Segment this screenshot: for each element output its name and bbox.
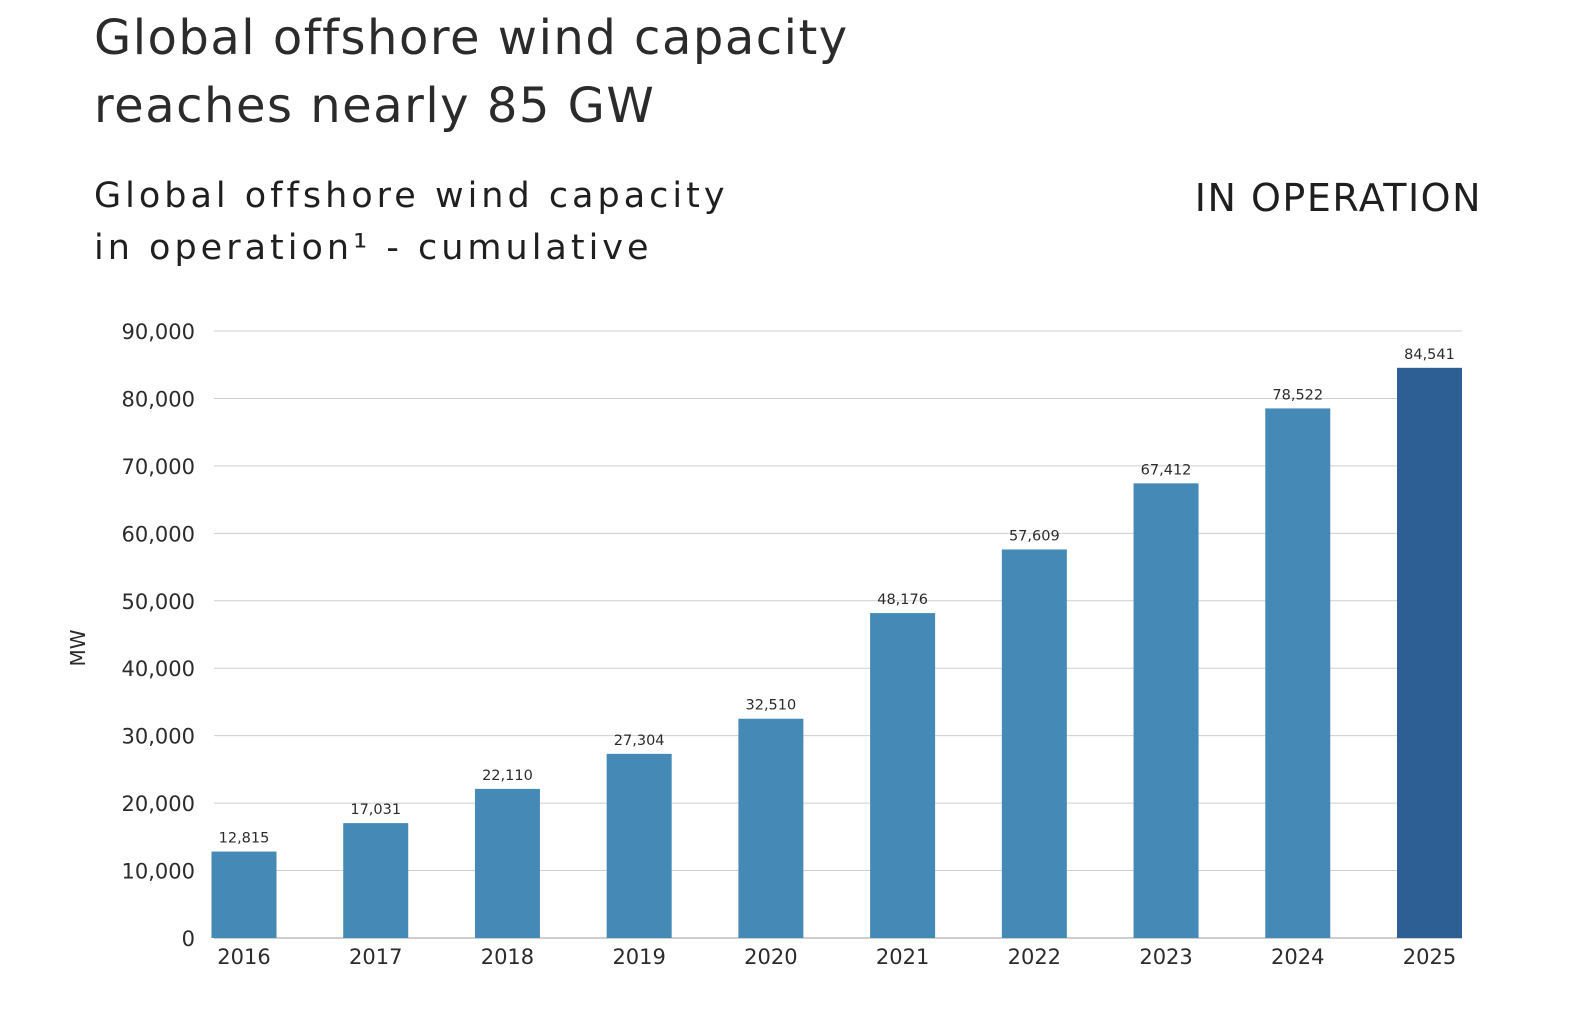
headline-line-2: reaches nearly 85 GW — [94, 78, 656, 134]
x-tick-label-2017: 2017 — [349, 945, 402, 969]
bar-2019 — [606, 753, 672, 938]
x-tick-label-2016: 2016 — [217, 945, 270, 969]
bar-2018 — [474, 788, 540, 938]
bar-2020 — [738, 718, 804, 938]
x-tick-label-2019: 2019 — [612, 945, 665, 969]
bar-value-label-2020: 32,510 — [746, 698, 797, 714]
x-tick-label-2023: 2023 — [1139, 945, 1192, 969]
y-tick-label: 40,000 — [122, 657, 195, 681]
x-tick-label-2022: 2022 — [1008, 945, 1061, 969]
bar-value-label-2018: 22,110 — [482, 768, 533, 784]
chart-subtitle-line-1: Global offshore wind capacity — [94, 176, 729, 216]
y-tick-label: 0 — [182, 927, 195, 951]
bar-value-label-2021: 48,176 — [877, 592, 928, 608]
x-tick-label-2020: 2020 — [744, 945, 797, 969]
y-tick-label: 70,000 — [122, 455, 195, 479]
y-axis-label: MW — [66, 629, 90, 666]
headline: Global offshore wind capacity reaches ne… — [94, 4, 1094, 140]
bar-2023 — [1133, 483, 1199, 938]
bar-2024 — [1265, 408, 1331, 938]
bar-value-label-2023: 67,412 — [1141, 462, 1192, 478]
bar-value-label-2016: 12,815 — [219, 831, 270, 847]
x-tick-label-2021: 2021 — [876, 945, 929, 969]
y-tick-label: 30,000 — [122, 725, 195, 749]
y-tick-label: 90,000 — [122, 320, 195, 344]
bar-2022 — [1001, 549, 1067, 938]
y-tick-label: 80,000 — [122, 387, 195, 411]
y-tick-label: 10,000 — [122, 860, 195, 884]
x-tick-label-2024: 2024 — [1271, 945, 1324, 969]
y-tick-label: 50,000 — [122, 590, 195, 614]
bar-value-labels: 12,815 17,031 22,110 27,304 32,510 48,176 57,6… — [219, 347, 1455, 847]
bar-value-label-2024: 78,522 — [1272, 387, 1323, 403]
bar-2021 — [870, 613, 936, 938]
bar-2017 — [343, 823, 409, 938]
grid-lines — [214, 330, 1462, 939]
x-tick-label-2018: 2018 — [481, 945, 534, 969]
x-axis-tick-labels: 2016 2017 2018 2019 2020 2021 2022 2023 2024 2025 — [217, 945, 1456, 969]
bar-2016 — [211, 851, 277, 938]
headline-line-1: Global offshore wind capacity — [94, 10, 849, 66]
bar-value-label-2022: 57,609 — [1009, 528, 1060, 544]
bar-value-label-2017: 17,031 — [350, 802, 401, 818]
status-tag: IN OPERATION — [1194, 176, 1482, 220]
chart-subtitle: Global offshore wind capacity in operati… — [94, 170, 994, 274]
bar-value-label-2019: 27,304 — [614, 733, 665, 749]
y-tick-label: 60,000 — [122, 522, 195, 546]
bar-value-label-2025: 84,541 — [1404, 347, 1455, 363]
bars — [211, 367, 1462, 938]
y-tick-label: 20,000 — [122, 792, 195, 816]
chart-subtitle-line-2: in operation¹ - cumulative — [94, 228, 653, 268]
bar-2025 — [1397, 367, 1462, 938]
x-tick-label-2025: 2025 — [1403, 945, 1456, 969]
y-axis-tick-labels: 0 10,000 20,000 30,000 40,000 50,000 60,000 70,… — [122, 320, 195, 951]
